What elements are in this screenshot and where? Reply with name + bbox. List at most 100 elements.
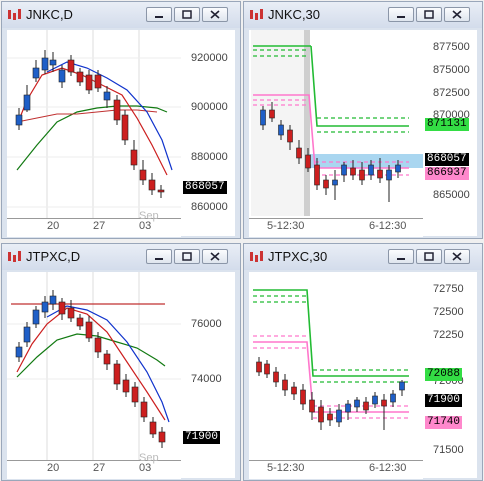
maximize-button[interactable] xyxy=(416,249,442,264)
candle xyxy=(350,167,356,176)
price-tag: 868057 xyxy=(425,153,469,166)
minimize-button[interactable] xyxy=(388,249,414,264)
candle xyxy=(381,399,387,407)
title-bar[interactable]: JNKC,30 xyxy=(244,2,482,28)
candle xyxy=(273,371,279,383)
price-tag: 71900 xyxy=(425,394,463,407)
chart-icon xyxy=(250,251,263,262)
y-axis-label: 872500 xyxy=(433,87,470,99)
close-button[interactable] xyxy=(444,7,470,22)
y-axis-label: 72250 xyxy=(433,329,464,341)
shaded-region xyxy=(251,30,306,216)
green-step-line xyxy=(310,45,409,127)
price-tag: 72088 xyxy=(425,368,463,381)
price-tag: 71740 xyxy=(425,416,463,429)
candle xyxy=(58,69,66,83)
candle xyxy=(157,189,165,193)
candle xyxy=(131,386,139,403)
candle xyxy=(256,361,262,373)
candle xyxy=(15,114,23,126)
candle xyxy=(287,129,293,143)
candle xyxy=(94,337,102,353)
x-axis-label: 6-12:30 xyxy=(369,220,407,232)
month-label: Sep xyxy=(139,210,159,222)
pink-step-line xyxy=(253,341,409,413)
chart-pane: 20 27 03 Sep 76000 74000 71900 xyxy=(7,272,235,479)
maximize-button[interactable] xyxy=(174,7,200,22)
ema-slow-line xyxy=(46,305,170,423)
candle xyxy=(85,321,93,339)
y-axis-label: 865000 xyxy=(433,189,470,201)
candle xyxy=(368,164,374,176)
candle xyxy=(269,109,275,119)
month-label: Sep xyxy=(139,452,159,464)
ma-long-line xyxy=(16,333,166,378)
minimize-button[interactable] xyxy=(146,249,172,264)
price-tag: 71900 xyxy=(183,431,221,444)
candle xyxy=(395,164,401,173)
candle xyxy=(148,179,156,191)
candle xyxy=(58,301,66,315)
close-button[interactable] xyxy=(202,7,228,22)
time-axis xyxy=(249,460,423,479)
green-step-line xyxy=(253,289,409,377)
y-axis-label: 76000 xyxy=(191,318,222,330)
maximize-button[interactable] xyxy=(174,249,200,264)
candle xyxy=(140,401,148,418)
candle xyxy=(282,379,288,391)
price-tag: 868057 xyxy=(183,181,227,194)
maximize-button[interactable] xyxy=(416,7,442,22)
y-axis-label: 880000 xyxy=(191,151,228,163)
chart-pane: 5-12:30 6-12:30 72750 72500 72250 72000 71500 7… xyxy=(249,272,477,479)
y-axis-label: 71500 xyxy=(433,444,464,456)
title-bar[interactable]: JNKC,D xyxy=(2,2,240,28)
candle xyxy=(49,295,57,305)
x-axis-label: 27 xyxy=(93,220,106,232)
price-tag: 871131 xyxy=(425,118,469,131)
candle xyxy=(67,59,75,73)
x-axis-label: 20 xyxy=(47,220,60,232)
candle xyxy=(41,57,49,71)
price-chart xyxy=(251,30,423,216)
candle xyxy=(130,149,138,166)
candle xyxy=(264,363,270,375)
y-axis-label: 860000 xyxy=(191,201,228,213)
candle xyxy=(113,363,121,385)
candle xyxy=(23,326,31,343)
chart-pane: 20 27 03 Sep 920000 900000 880000 860000 868057 xyxy=(7,30,235,237)
candle xyxy=(23,94,31,111)
candle xyxy=(49,59,57,66)
title-bar[interactable]: JTPXC,30 xyxy=(244,244,482,270)
y-axis-label: 72500 xyxy=(433,306,464,318)
chart-window-jtpxc-daily: JTPXC,D 20 27 03 Sep 76000 74000 71900 xyxy=(1,243,241,481)
x-axis-label: 27 xyxy=(93,462,106,474)
chart-icon xyxy=(8,251,21,262)
x-axis-label: 5-12:30 xyxy=(267,220,305,232)
candle xyxy=(260,109,266,126)
title-bar[interactable]: JTPXC,D xyxy=(2,244,240,270)
candle xyxy=(278,124,284,136)
candle xyxy=(309,399,315,413)
candle xyxy=(158,431,166,443)
minimize-button[interactable] xyxy=(388,7,414,22)
candle xyxy=(76,71,84,83)
candle xyxy=(76,317,84,327)
candle xyxy=(372,395,378,405)
candle xyxy=(122,379,130,393)
chart-window-jtpxc-30min: JTPXC,30 5-12:30 6-12:30 72750 72500 72250 72… xyxy=(243,243,483,481)
close-button[interactable] xyxy=(202,249,228,264)
candle xyxy=(94,74,102,89)
candle xyxy=(67,307,75,319)
chart-window-jnkc-30min: JNKC,30 5-12:30 6-12:30 877500 875000 872500… xyxy=(243,1,483,239)
close-button[interactable] xyxy=(444,249,470,264)
price-chart xyxy=(7,30,181,218)
ma-long-line xyxy=(16,105,168,171)
candle xyxy=(15,346,23,358)
candle xyxy=(323,179,329,189)
chart-window-jnkc-daily: JNKC,D 20 27 03 Sep 920000 900000 880000 860000… xyxy=(1,1,241,239)
candle xyxy=(354,399,360,408)
minimize-button[interactable] xyxy=(146,7,172,22)
candle xyxy=(32,67,40,79)
shaded-edge xyxy=(304,30,310,216)
candle xyxy=(305,154,311,169)
